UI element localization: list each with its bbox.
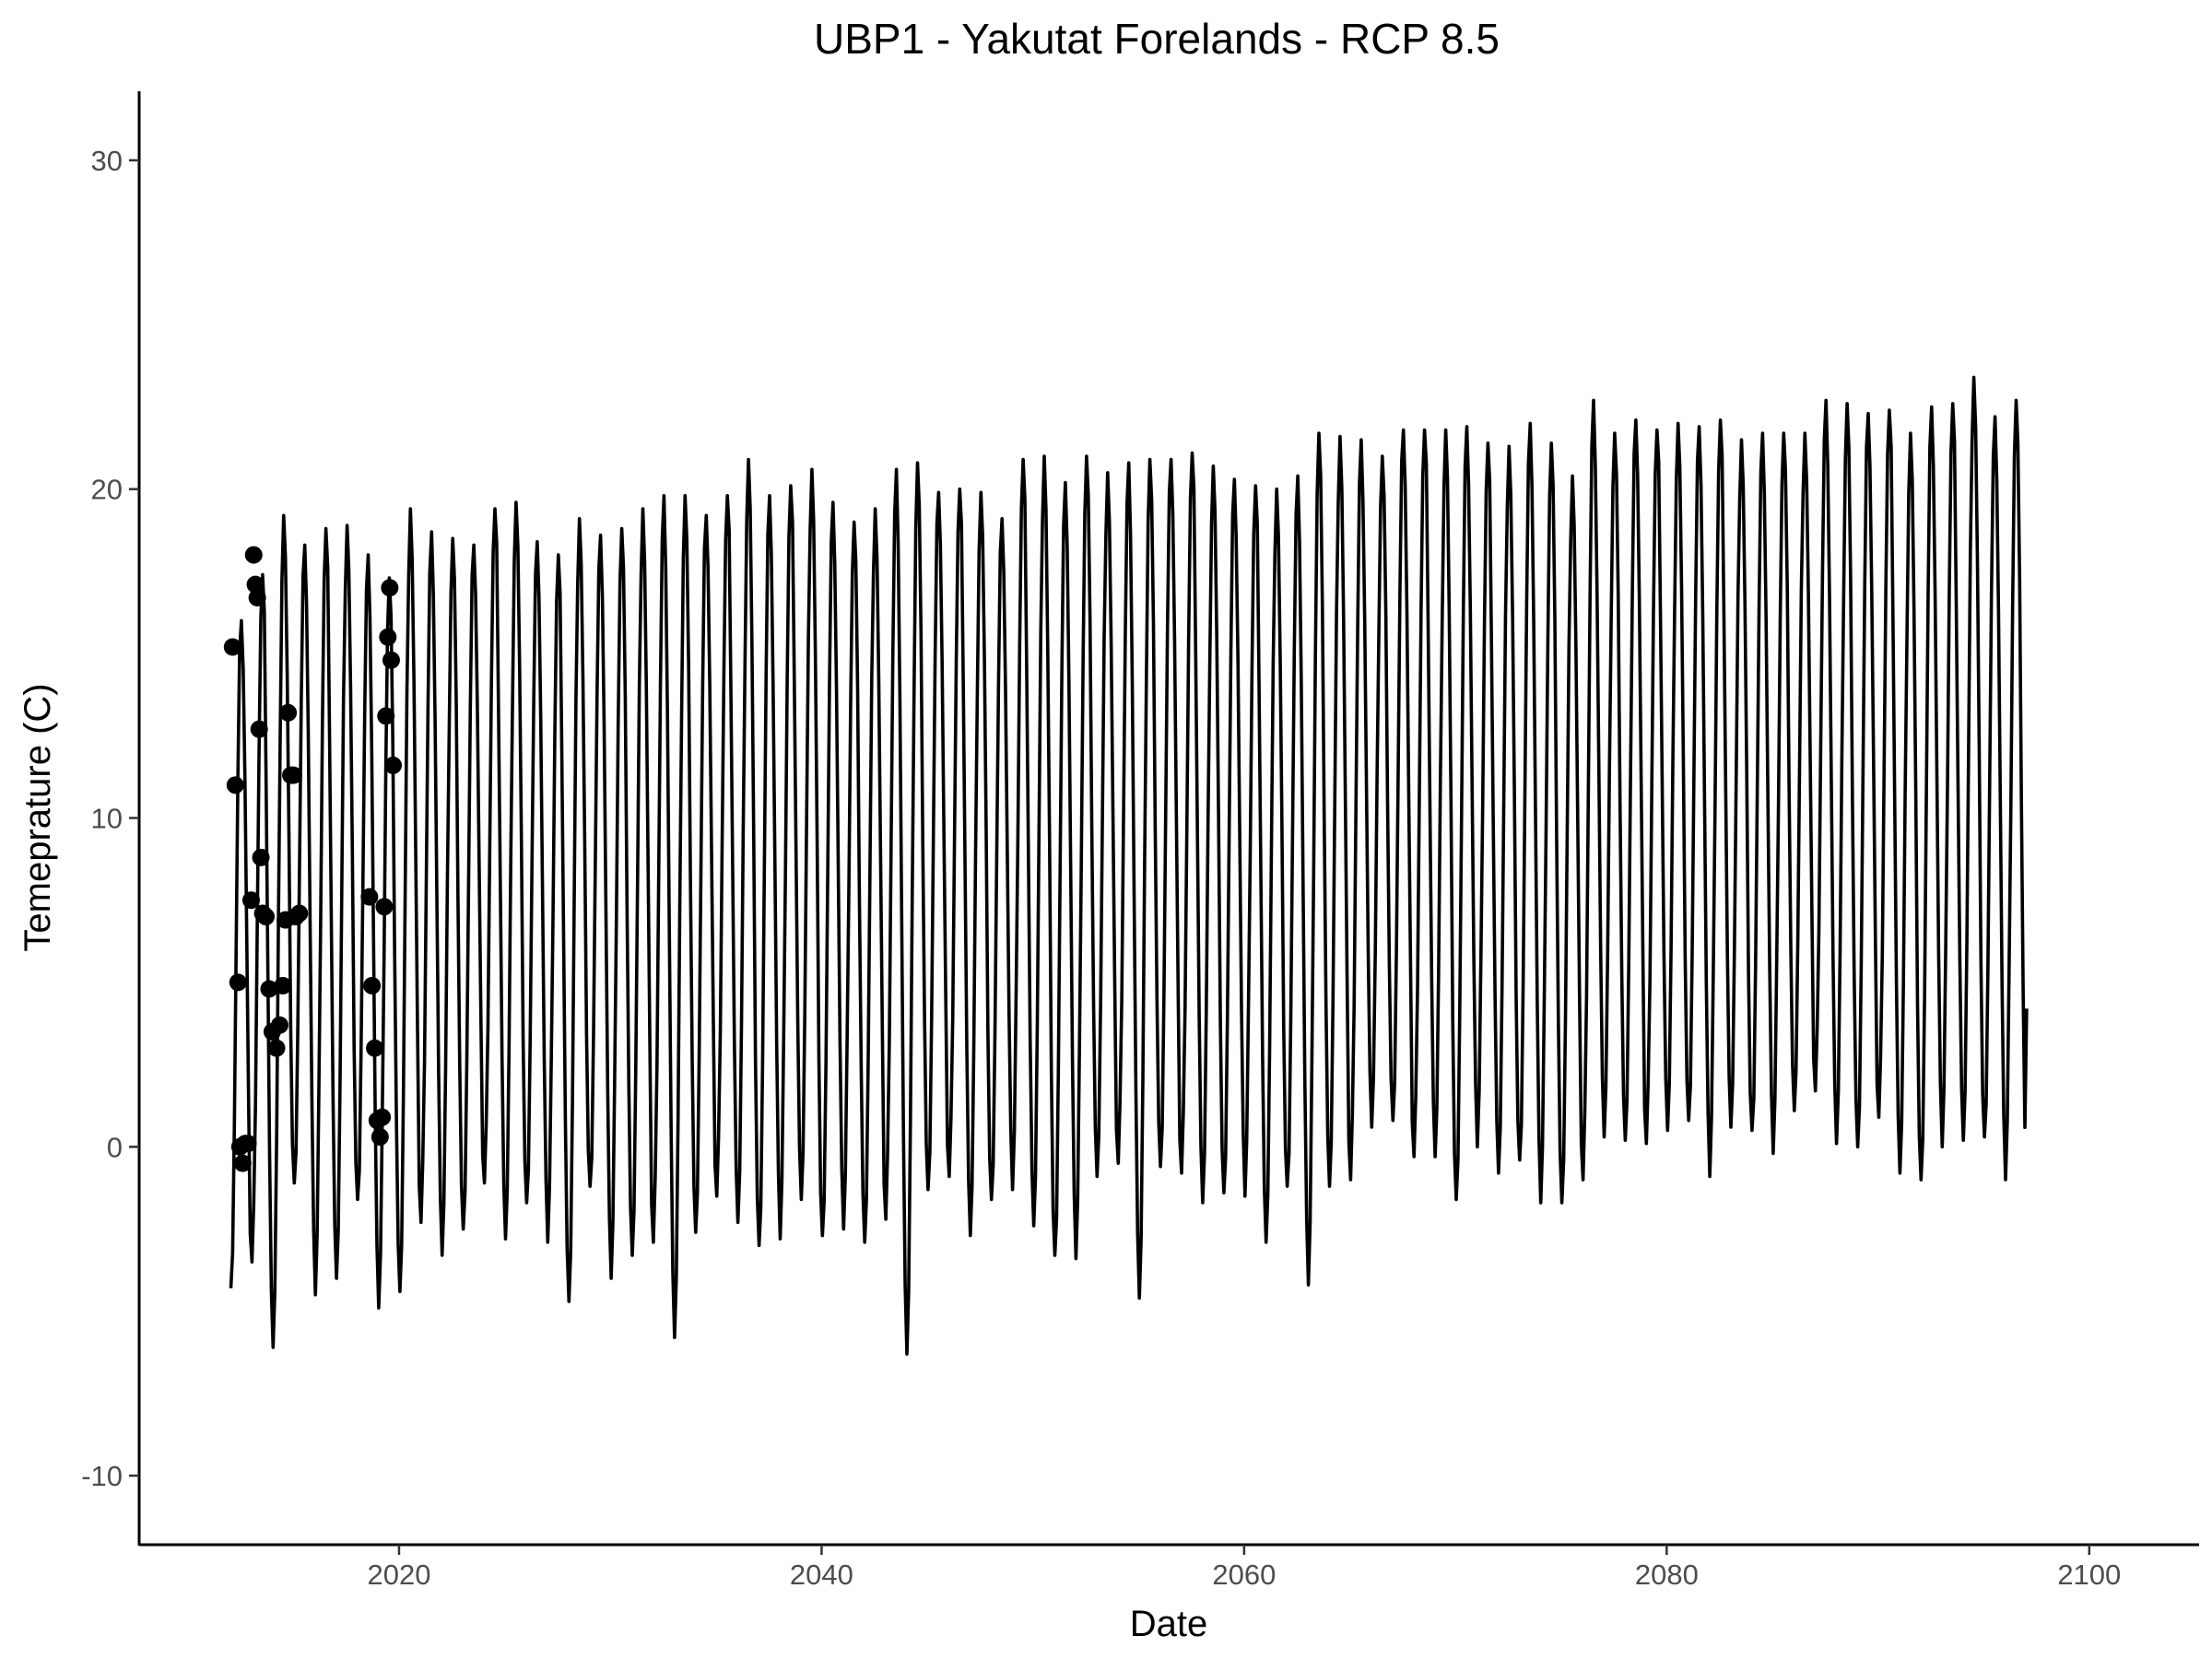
observed-data-point bbox=[379, 628, 397, 646]
x-tick-label: 2080 bbox=[1635, 1559, 1699, 1591]
observed-data-point bbox=[366, 1039, 384, 1057]
observed-data-point bbox=[284, 766, 302, 784]
plot-area bbox=[223, 375, 2029, 1356]
x-tick-label: 2020 bbox=[367, 1559, 430, 1591]
temperature-series-line bbox=[229, 375, 2029, 1356]
observed-data-point bbox=[229, 973, 247, 992]
y-tick-label: 10 bbox=[91, 803, 123, 835]
observed-data-point bbox=[371, 1128, 389, 1147]
observed-data-point bbox=[375, 898, 394, 916]
observed-data-point bbox=[226, 776, 244, 794]
observed-data-point bbox=[239, 1135, 257, 1153]
observed-data-point bbox=[252, 848, 270, 866]
observed-data-point bbox=[384, 756, 403, 774]
observed-data-point bbox=[223, 638, 241, 656]
observed-data-point bbox=[381, 579, 399, 597]
x-axis-ticks: 2020 2040 2060 2080 2100 bbox=[367, 1545, 2121, 1591]
observed-data-point bbox=[260, 980, 278, 998]
observed-data-point bbox=[244, 546, 263, 564]
x-tick-label: 2060 bbox=[1212, 1559, 1276, 1591]
observed-data-point bbox=[290, 904, 309, 923]
y-tick-label: 0 bbox=[107, 1131, 123, 1163]
observed-data-point bbox=[250, 720, 268, 738]
y-axis-title: Temeprature (C) bbox=[18, 683, 58, 951]
y-tick-label: -10 bbox=[81, 1460, 123, 1492]
y-axis-ticks: -10 0 10 20 30 bbox=[81, 145, 139, 1492]
x-axis-title: Date bbox=[1130, 1604, 1208, 1644]
observed-data-point bbox=[233, 1154, 252, 1172]
observed-data-point bbox=[267, 1039, 286, 1057]
x-tick-label: 2100 bbox=[2057, 1559, 2121, 1591]
observed-data-point bbox=[248, 588, 266, 606]
observed-data-point bbox=[241, 891, 260, 910]
observed-data-point bbox=[257, 908, 276, 926]
observed-data-point bbox=[274, 976, 292, 994]
observed-data-point bbox=[279, 703, 298, 722]
observed-data-point bbox=[270, 1016, 288, 1034]
observed-data-point bbox=[382, 651, 400, 669]
observed-data-point bbox=[363, 976, 382, 994]
observed-data-point bbox=[373, 1108, 392, 1126]
observed-data-point bbox=[377, 707, 395, 725]
x-tick-label: 2040 bbox=[790, 1559, 853, 1591]
y-tick-label: 20 bbox=[91, 474, 123, 506]
chart-title: UBP1 - Yakutat Forelands - RCP 8.5 bbox=[814, 15, 1500, 63]
observed-data-point bbox=[360, 888, 379, 906]
observed-data-point bbox=[246, 575, 265, 594]
y-tick-label: 30 bbox=[91, 145, 123, 177]
